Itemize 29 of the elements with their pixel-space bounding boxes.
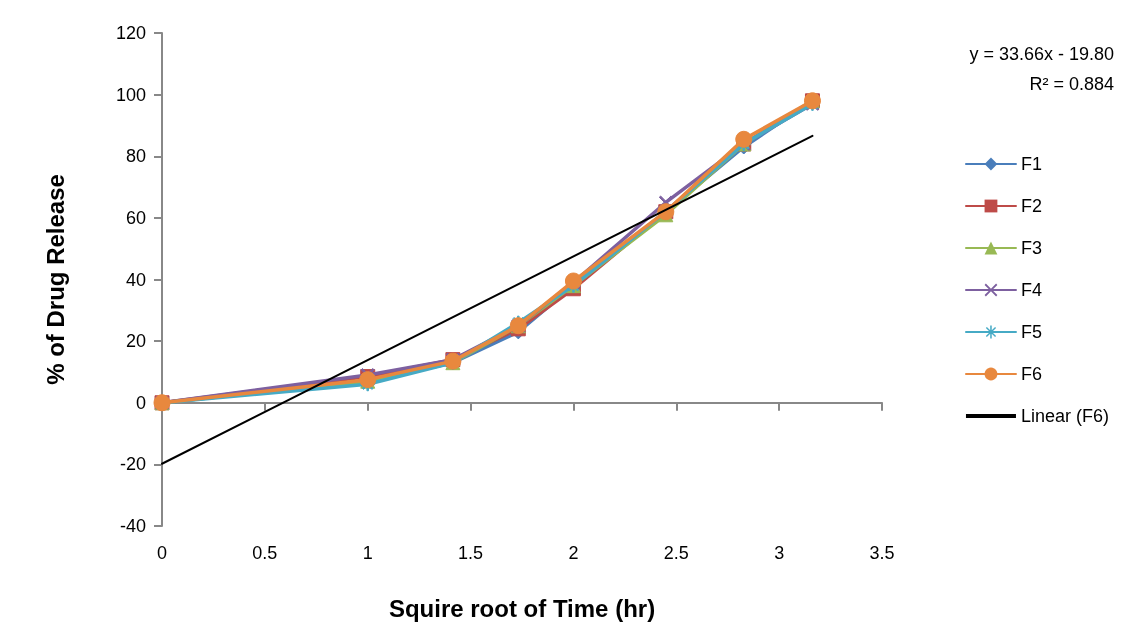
y-tick-label: 80	[125, 146, 146, 167]
y-tick-label: 0	[135, 392, 146, 413]
legend-label: Linear (F6)	[1020, 406, 1109, 426]
x-tick-label: 0.5	[252, 543, 278, 563]
x-tick-label: 1	[362, 543, 373, 563]
x-tick-label: 3	[774, 543, 785, 563]
legend-label: F5	[1020, 322, 1042, 342]
legend-label: F6	[1020, 364, 1042, 384]
x-tick-label: 2.5	[663, 543, 689, 563]
y-tick-label: 40	[125, 269, 146, 290]
text: R² = 0.884	[1029, 74, 1114, 94]
x-tick-label: 2	[568, 543, 579, 563]
legend-label: F1	[1020, 154, 1042, 174]
y-tick-label: 60	[125, 207, 146, 228]
x-tick-label: 3.5	[869, 543, 895, 563]
x-tick-label: 0	[156, 543, 168, 563]
y-tick-label: 120	[115, 23, 146, 43]
y-tick-label: -40	[119, 516, 146, 536]
legend-label: F3	[1020, 238, 1042, 258]
point	[735, 130, 753, 148]
x-axis-title: Squire root of Time (hr)	[388, 594, 656, 622]
text: y = 33.66x - 19.80	[969, 44, 1114, 64]
x-tick-label: 1.5	[458, 543, 484, 563]
y-axis-title: % of Drug Release	[41, 174, 69, 385]
y-tick-label: -20	[119, 454, 146, 475]
y-tick-label: 100	[115, 84, 146, 105]
legend-label: F4	[1020, 280, 1042, 300]
legend-label: F2	[1020, 196, 1042, 216]
y-tick-label: 20	[125, 331, 146, 352]
